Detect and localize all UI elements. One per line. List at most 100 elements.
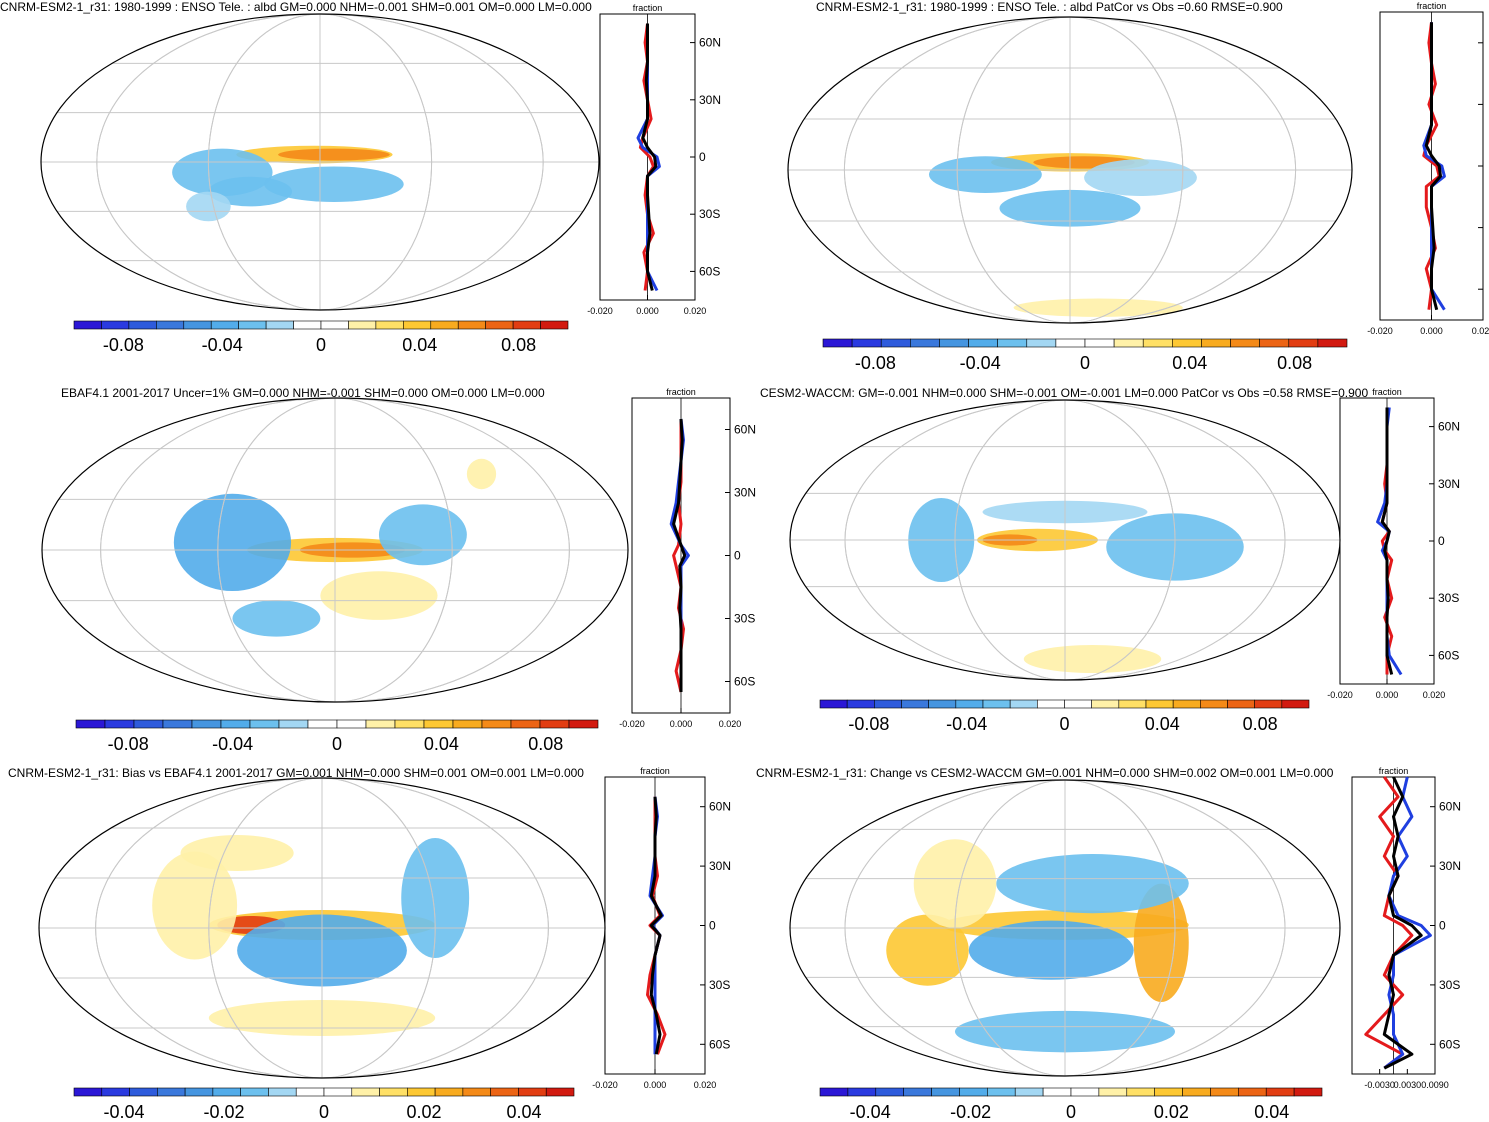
x-tick-label: 0.0030 xyxy=(1394,1080,1422,1090)
field-anomaly xyxy=(1084,159,1197,197)
axis-label: fraction xyxy=(1417,1,1447,11)
lat-tick-label: 60N xyxy=(1438,420,1460,434)
lat-tick-label: 60S xyxy=(1438,648,1459,662)
lat-tick-label: 30N xyxy=(734,486,756,500)
colorbar-tick-label: 0.04 xyxy=(506,1102,541,1122)
lat-tick-label: 30N xyxy=(1439,859,1461,873)
colorbar-tick-label: 0.04 xyxy=(402,335,437,355)
map xyxy=(787,16,1353,324)
lat-tick-label: 0 xyxy=(734,549,741,563)
map-border xyxy=(41,397,629,703)
lat-tick-label: 0 xyxy=(1438,534,1445,548)
series-line-ensemble xyxy=(672,418,687,692)
field-anomaly xyxy=(320,571,438,620)
colorbar-tick-label: 0.08 xyxy=(1243,714,1278,734)
graticule-meridian xyxy=(208,778,436,1078)
panel-title: EBAF4.1 2001-2017 Uncer=1% GM=0.000 NHM=… xyxy=(61,386,545,400)
x-tick-label: 0.000 xyxy=(1376,690,1399,700)
graticule-meridian xyxy=(207,14,433,310)
colorbar-tick-label: 0.04 xyxy=(1145,714,1180,734)
map xyxy=(789,399,1341,681)
graticule-meridian xyxy=(95,778,549,1078)
map xyxy=(38,777,606,1079)
colorbar-swatch xyxy=(540,320,569,330)
lat-tick-label: 30N xyxy=(699,93,721,107)
colorbar-tick-label: 0.04 xyxy=(1254,1102,1289,1122)
map xyxy=(40,13,600,311)
graticule-meridian xyxy=(954,400,1176,680)
axis-label: fraction xyxy=(666,387,696,397)
lat-tick-label: 0 xyxy=(1439,919,1446,933)
colorbar-tick-label: -0.04 xyxy=(212,734,253,754)
lat-tick-label: 60N xyxy=(734,423,756,437)
colorbar-tick-label: 0.04 xyxy=(1172,353,1207,373)
lat-tick-label: 30S xyxy=(1439,978,1460,992)
colorbar-swatch xyxy=(1265,1087,1295,1097)
map xyxy=(789,779,1341,1077)
colorbar-swatch xyxy=(1098,1087,1128,1097)
panel-title: CNRM-ESM2-1_r31: Bias vs EBAF4.1 2001-20… xyxy=(8,766,584,780)
lat-tick-label: 60S xyxy=(1439,1037,1460,1051)
colorbar-tick-label: -0.04 xyxy=(103,1102,144,1122)
lat-tick-label: 0 xyxy=(709,919,716,933)
series-line-ensemble xyxy=(1382,776,1423,1070)
colorbar-swatch xyxy=(1238,1087,1267,1097)
colorbar-swatch xyxy=(1317,338,1348,348)
colorbar-swatch xyxy=(568,719,599,729)
map-border xyxy=(789,779,1341,1077)
series-line-model xyxy=(1364,776,1414,1070)
colorbar-swatch xyxy=(959,1087,988,1097)
x-tick-label: -0.020 xyxy=(592,1080,618,1090)
colorbar-swatch xyxy=(1042,1087,1072,1097)
zonal-mean-plot: fraction 60N 30N 0 30S 60S -0.020 0.000 0.020 xyxy=(1327,387,1460,700)
series-line-ensemble xyxy=(641,23,658,291)
colorbar-swatch xyxy=(1281,699,1310,709)
field-anomaly xyxy=(264,166,404,202)
x-tick-label: 0.020 xyxy=(1472,326,1489,336)
colorbar: -0.08 -0.04 0 0.04 0.08 xyxy=(819,699,1310,734)
colorbar-swatch xyxy=(545,1087,575,1097)
zonal-mean-plot: fraction -0.020 0.000 0.020 xyxy=(1367,1,1489,336)
field-anomaly xyxy=(186,191,231,222)
x-tick-label: -0.020 xyxy=(587,306,613,316)
x-tick-label: 0.020 xyxy=(1423,690,1446,700)
lat-tick-label: 60N xyxy=(1439,800,1461,814)
lat-tick-label: 60S xyxy=(699,264,720,278)
lat-tick-label: 60S xyxy=(734,675,755,689)
zonal-mean-plot: fraction 60N 30N 0 30S 60S -0.020 0.000 0.020 xyxy=(592,766,731,1090)
x-tick-label: 0.020 xyxy=(719,719,742,729)
zonal-mean-plot: fraction 60N 30N 0 30S 60S -0.020 0.000 0.020 xyxy=(587,3,721,316)
colorbar-tick-label: -0.08 xyxy=(108,734,149,754)
graticule-meridian xyxy=(100,398,570,702)
x-tick-label: 0.020 xyxy=(694,1080,717,1090)
x-tick-label: -0.020 xyxy=(1327,690,1353,700)
graticule-meridian xyxy=(844,780,1286,1076)
series-line-ensemble xyxy=(1380,407,1394,675)
x-tick-label: 0.020 xyxy=(684,306,707,316)
colorbar: -0.08 -0.04 0 0.04 0.08 xyxy=(75,719,599,754)
colorbar-swatch xyxy=(931,1087,960,1097)
colorbar-tick-label: 0.04 xyxy=(424,734,459,754)
field-anomaly xyxy=(278,148,390,161)
colorbar-tick-label: -0.04 xyxy=(850,1102,891,1122)
x-tick-label: 0.0090 xyxy=(1421,1080,1449,1090)
field-anomaly xyxy=(1013,298,1183,317)
field-anomaly xyxy=(996,854,1189,914)
axis-label: fraction xyxy=(640,766,670,776)
lat-tick-label: 60N xyxy=(699,36,721,50)
colorbar-swatch xyxy=(1210,1087,1239,1097)
colorbar-tick-label: 0.08 xyxy=(1277,353,1312,373)
colorbar-tick-label: 0 xyxy=(319,1102,329,1122)
colorbar-tick-label: 0.02 xyxy=(406,1102,441,1122)
colorbar-tick-label: -0.04 xyxy=(202,335,243,355)
colorbar-tick-label: -0.08 xyxy=(848,714,889,734)
graticule-meridian xyxy=(96,14,544,310)
colorbar: -0.04 -0.02 0 0.02 0.04 xyxy=(73,1087,575,1122)
x-tick-label: 0.000 xyxy=(644,1080,667,1090)
field-anomaly xyxy=(173,493,292,592)
x-tick-label: -0.020 xyxy=(619,719,645,729)
lat-tick-label: 30S xyxy=(1438,591,1459,605)
axis-label: fraction xyxy=(1379,766,1409,776)
